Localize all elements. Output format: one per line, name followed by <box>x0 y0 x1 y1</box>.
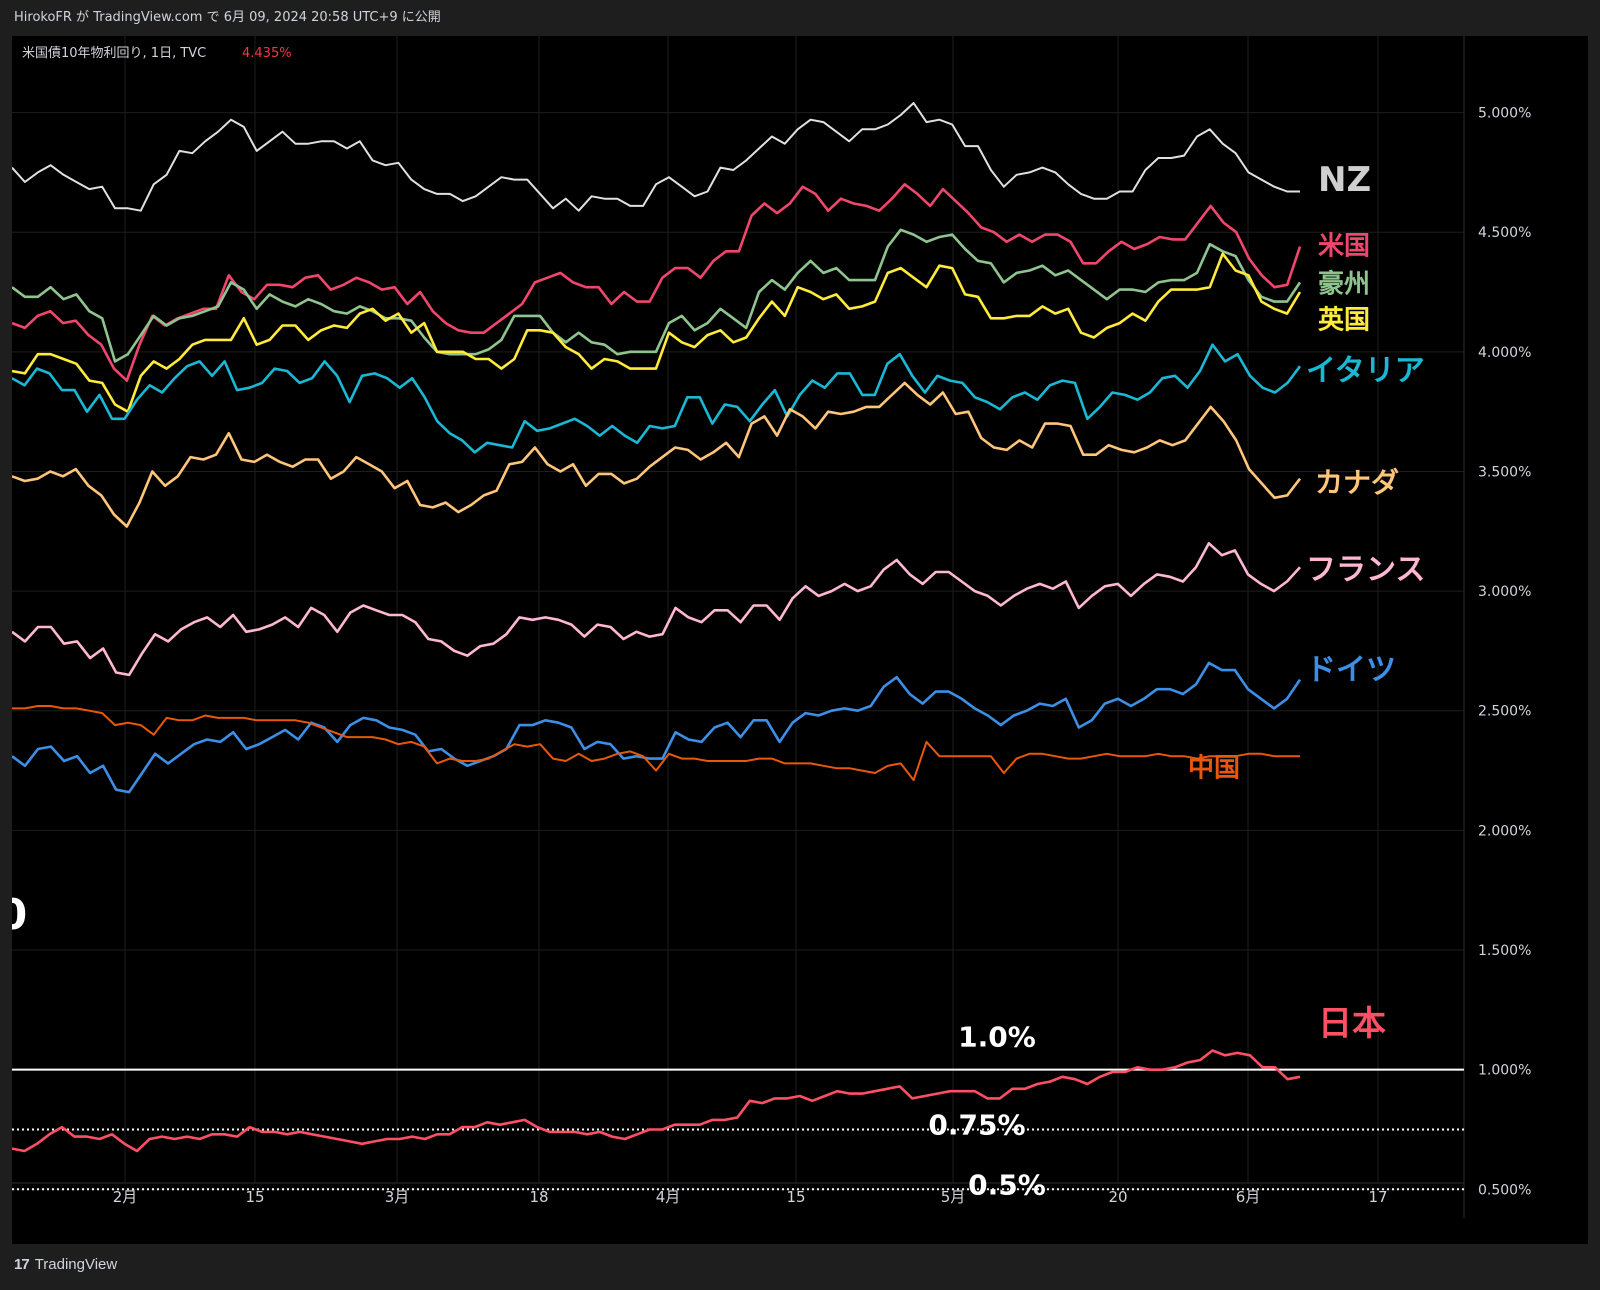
tradingview-logo-icon: 17 <box>14 1256 30 1273</box>
x-axis: 2月 15 3月 18 4月 15 5月 20 6月 17 <box>113 1188 1388 1206</box>
yield-chart[interactable]: 5.000% 4.500% 4.000% 3.500% 3.000% 2.500% 2.00… <box>0 36 1588 1244</box>
series-label: 英国 <box>1318 305 1370 335</box>
x-tick-label: 3月 <box>385 1188 410 1206</box>
publisher-bar: HirokoFR が TradingView.com で 6月 09, 2024… <box>0 0 1600 36</box>
series-label: 豪州 <box>1318 268 1370 299</box>
grid <box>12 36 1464 1190</box>
footer-bar: 17 TradingView <box>0 1244 1600 1290</box>
reference-lines <box>12 1068 1464 1191</box>
axis-separators <box>12 36 1465 1218</box>
x-tick-label: 6月 <box>1236 1188 1261 1206</box>
y-tick-label: 0.500% <box>1478 1182 1531 1198</box>
x-tick-label: 15 <box>786 1188 805 1206</box>
series-line <box>11 183 1302 382</box>
y-tick-label: 5.000% <box>1478 106 1531 122</box>
series-line <box>11 541 1301 677</box>
x-tick-label: 17 <box>1368 1188 1387 1206</box>
series-line <box>12 705 1300 782</box>
y-tick-label: 3.000% <box>1478 584 1531 600</box>
y-tick-label: 1.000% <box>1478 1063 1531 1079</box>
y-axis: 5.000% 4.500% 4.000% 3.500% 3.000% 2.500% 2.00… <box>1478 106 1531 1199</box>
x-tick-label: 20 <box>1108 1188 1127 1206</box>
last-value: 4.435% <box>242 46 292 61</box>
reference-label: 0.75% <box>928 1108 1025 1141</box>
brand-name: TradingView <box>34 1256 118 1273</box>
y-tick-label: 3.500% <box>1478 464 1531 480</box>
legend-header: 米国債10年物利回り, 1日, TVC 4.435% <box>22 46 292 61</box>
series-label: 日本 <box>1318 1004 1386 1044</box>
publisher-line: HirokoFR が TradingView.com で 6月 09, 2024… <box>14 10 441 25</box>
tradingview-brand[interactable]: 17 TradingView <box>14 1256 117 1273</box>
series-label: NZ <box>1318 160 1371 200</box>
series-label: カナダ <box>1315 466 1399 499</box>
x-tick-label: 5月 <box>941 1188 966 1206</box>
x-tick-label: 15 <box>245 1188 264 1206</box>
series-line <box>11 381 1302 528</box>
symbol-text: 米国債10年物利回り, 1日, TVC <box>22 46 206 61</box>
series-line <box>11 1049 1301 1153</box>
x-tick-label: 4月 <box>656 1188 681 1206</box>
reference-labels: 1.0% 0.75% 0.5% <box>928 1021 1045 1202</box>
series-line <box>11 252 1302 414</box>
reference-label: 0.5% <box>968 1168 1046 1201</box>
series-line <box>11 661 1302 794</box>
chart-panel[interactable]: 5.000% 4.500% 4.000% 3.500% 3.000% 2.500% 2.00… <box>0 36 1588 1244</box>
left-edge-text: 0 <box>12 890 27 939</box>
series-label: 中国 <box>1188 753 1240 783</box>
x-tick-label: 2月 <box>113 1188 138 1206</box>
series-layer <box>11 102 1302 1153</box>
x-tick-label: 18 <box>529 1188 548 1206</box>
series-label: イタリア <box>1306 354 1425 389</box>
y-tick-label: 1.500% <box>1478 943 1531 959</box>
y-tick-label: 4.500% <box>1478 225 1531 241</box>
reference-label: 1.0% <box>958 1021 1036 1054</box>
y-tick-label: 2.000% <box>1478 823 1531 839</box>
y-tick-label: 2.500% <box>1478 704 1531 720</box>
series-label: 米国 <box>1318 231 1370 261</box>
y-tick-label: 4.000% <box>1478 345 1531 361</box>
series-line <box>11 343 1302 454</box>
series-line <box>11 102 1300 212</box>
series-line <box>11 228 1302 363</box>
series-label: ドイツ <box>1306 653 1396 688</box>
series-label: フランス <box>1306 553 1425 588</box>
